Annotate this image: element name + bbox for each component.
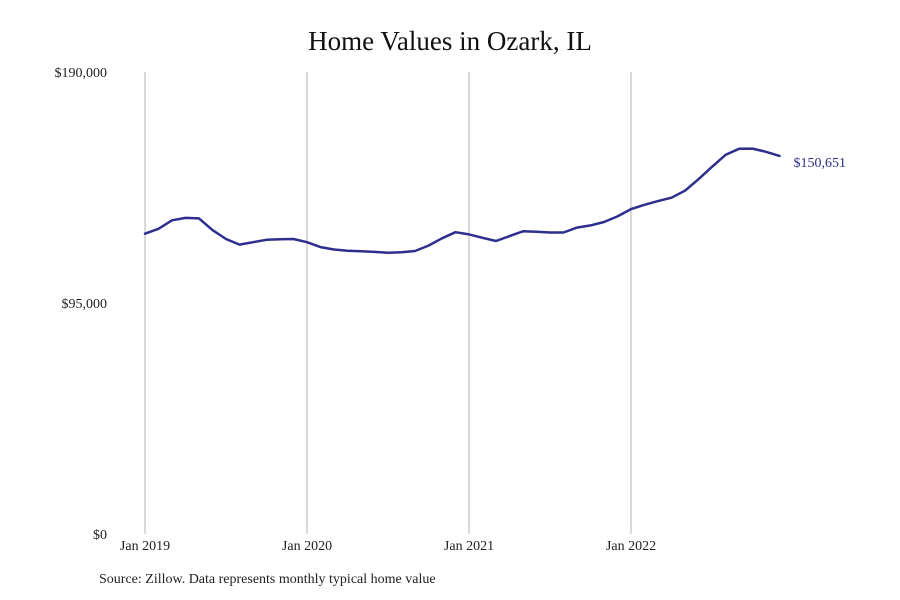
data-point: [211, 228, 215, 232]
x-tick-label: Jan 2021: [444, 539, 494, 554]
data-point: [751, 147, 755, 151]
end-value-label: $150,651: [794, 156, 847, 171]
data-point: [737, 147, 741, 151]
data-point: [535, 230, 539, 234]
x-tick-label: Jan 2019: [120, 539, 170, 554]
x-tick-label: Jan 2020: [282, 539, 332, 554]
data-point: [548, 230, 552, 234]
data-point: [643, 203, 647, 207]
data-point: [278, 237, 282, 241]
data-point: [413, 249, 417, 253]
data-point: [238, 243, 242, 247]
chart-title: Home Values in Ozark, IL: [308, 26, 592, 56]
x-tick-label: Jan 2022: [606, 539, 656, 554]
data-point: [359, 249, 363, 253]
data-point: [683, 189, 687, 193]
data-point: [440, 236, 444, 240]
y-tick-label: $95,000: [62, 297, 108, 312]
data-point: [292, 237, 296, 241]
data-point: [589, 223, 593, 227]
data-point: [373, 250, 377, 254]
data-point: [562, 230, 566, 234]
data-point: [602, 220, 606, 224]
data-point: [575, 226, 579, 230]
data-point: [386, 251, 390, 255]
gridlines: [144, 72, 632, 534]
data-point: [616, 214, 620, 218]
data-point: [521, 229, 525, 233]
data-point: [319, 245, 323, 249]
data-point: [265, 238, 269, 242]
y-tick-label: $190,000: [55, 66, 108, 81]
y-tick-label: $0: [93, 528, 107, 543]
data-point: [157, 227, 161, 231]
series-line-0: [143, 147, 781, 254]
data-point: [764, 150, 768, 154]
data-point: [629, 207, 633, 211]
data-point: [332, 248, 336, 252]
data-point: [467, 232, 471, 236]
data-point: [143, 232, 147, 236]
data-point: [400, 250, 404, 254]
data-point: [778, 154, 782, 158]
data-point: [670, 196, 674, 200]
data-point: [494, 239, 498, 243]
data-point: [710, 165, 714, 169]
data-point: [508, 234, 512, 238]
y-axis: $0 $95,000 $190,000: [55, 66, 108, 543]
data-point: [656, 199, 660, 203]
data-point: [305, 240, 309, 244]
data-point: [184, 216, 188, 220]
data-point: [724, 153, 728, 157]
data-point: [197, 216, 201, 220]
data-point: [346, 249, 350, 253]
series-layer: [143, 147, 782, 255]
x-axis: Jan 2019 Jan 2020 Jan 2021 Jan 2022: [120, 539, 656, 554]
source-note: Source: Zillow. Data represents monthly …: [99, 572, 436, 587]
data-point: [427, 244, 431, 248]
data-point: [170, 218, 174, 222]
data-point: [697, 177, 701, 181]
data-point: [251, 240, 255, 244]
data-point: [454, 230, 458, 234]
data-point: [481, 236, 485, 240]
data-point: [224, 237, 228, 241]
